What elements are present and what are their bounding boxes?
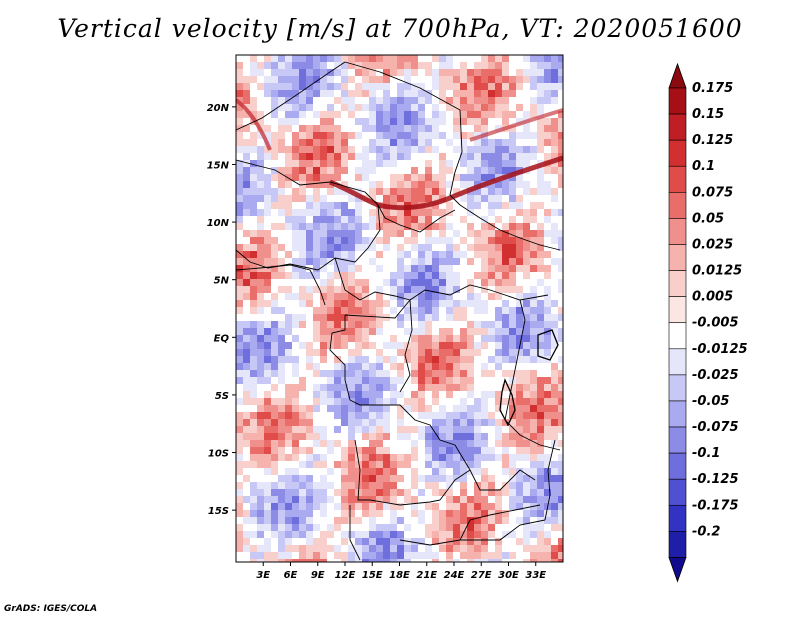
colorbar-swatch [668,165,687,193]
colorbar-label: 0.025 [692,237,733,252]
border-line [317,204,381,271]
border-line [459,504,541,541]
colorbar-swatch [668,426,687,454]
border-line [439,469,471,501]
border-line [329,315,346,380]
lat-tick-label: 10N [207,218,230,229]
lon-tick-label: 15E [362,570,383,581]
colorbar-swatch [668,504,687,532]
lon-tick-label: 21E [416,570,437,581]
border-line [349,505,361,561]
colorbar-label: -0.025 [692,368,739,383]
lat-tick-label: 20N [207,103,230,114]
border-line [344,61,461,111]
border-line [449,109,463,206]
map-axes: 20N 15N 10N 5N EQ 5S 10S 15S 3E 6E 9E 12E 15E 18E 21E 2… [207,103,547,581]
lat-tick-label: EQ [214,333,230,344]
colorbar-label: -0.175 [692,498,739,513]
lon-tick-label: 18E [389,570,410,581]
border-line [344,379,456,446]
colorbar-label: -0.05 [692,394,729,409]
lat-tick-label: 5S [215,391,229,402]
colorbar-swatch [668,348,687,376]
colorbar-swatch [668,452,687,480]
border-line [399,519,546,546]
lon-tick-label: 33E [525,570,546,581]
lon-tick-label: 27E [471,570,492,581]
colorbar-swatch [668,113,687,141]
coast-line [236,264,326,306]
colorbar-swatch [668,87,687,115]
colorbar-swatch [668,531,687,558]
border-line [504,394,561,451]
lat-tick-label: 15S [208,506,229,517]
colorbar-label: 0.05 [692,211,724,226]
colorbar-swatch [668,322,687,350]
colorbar-swatch [668,139,687,167]
colorbar-label: 0.15 [692,107,724,122]
colorbar-label: -0.125 [692,472,739,487]
grads-credit: GrADS: IGES/COLA [4,604,98,614]
colorbar-bottom-arrow [668,557,687,583]
border-line [509,299,526,396]
border-line [354,439,441,506]
lake-outline [537,329,559,361]
border-line [344,298,413,393]
border-line [544,439,556,521]
colorbar-swatch [668,244,687,271]
lon-tick-label: 24E [444,570,465,581]
border-line [454,444,536,491]
colorbar-label: -0.075 [692,420,739,435]
lon-tick-label: 9E [311,570,325,581]
border-line [236,159,379,206]
colorbar-swatch [668,478,687,506]
colorbar-swatch [668,270,687,297]
lon-tick-label: 30E [498,570,519,581]
colorbar-swatch [668,296,687,324]
colorbar-label: 0.125 [692,133,733,148]
colorbar-label: 0.005 [692,290,733,305]
lat-tick-label: 5N [214,276,230,287]
colorbar-label: -0.005 [692,316,739,331]
colorbar: 0.175 0.15 0.125 0.1 0.075 0.05 0.025 0.0125 0.0… [668,62,748,583]
vertical-velocity-field [236,55,563,562]
colorbar-swatch [668,218,687,245]
colorbar-label: 0.0125 [692,264,742,279]
colorbar-label: -0.2 [692,524,720,539]
border-line [236,249,319,271]
lon-tick-label: 12E [335,570,356,581]
colorbar-swatch [668,400,687,428]
colorbar-label: 0.175 [692,81,733,96]
lon-tick-label: 6E [284,570,298,581]
border-line [334,257,411,301]
colorbar-swatch [668,374,687,402]
border-line [459,204,561,251]
lat-tick-label: 10S [208,449,229,460]
lat-tick-label: 15N [207,160,230,171]
colorbar-label: -0.1 [692,446,720,461]
lon-tick-label: 3E [256,570,270,581]
lake-outline [499,378,516,427]
country-borders [236,61,561,561]
colorbar-label: 0.1 [692,159,715,174]
colorbar-label: -0.0125 [692,342,748,357]
colorbar-swatch [668,192,687,219]
map-title: Vertical velocity [m/s] at 700hPa, VT: 2… [57,14,743,43]
border-line [236,61,346,131]
border-line [377,204,456,233]
colorbar-top-arrow [668,62,687,89]
colorbar-label: 0.075 [692,185,733,200]
